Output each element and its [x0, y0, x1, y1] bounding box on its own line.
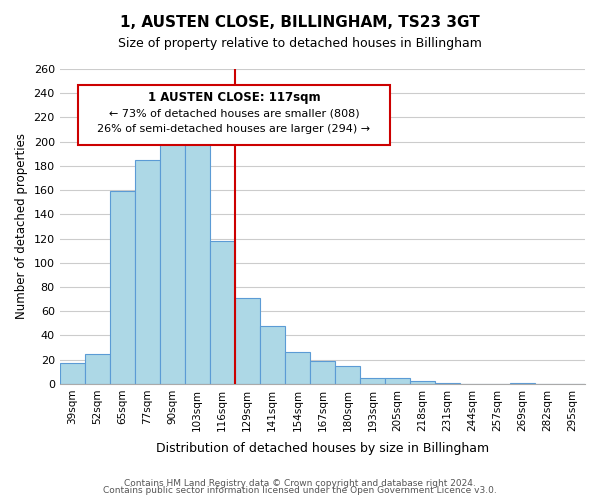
Bar: [335, 366, 360, 384]
Bar: [310, 361, 335, 384]
Text: 1, AUSTEN CLOSE, BILLINGHAM, TS23 3GT: 1, AUSTEN CLOSE, BILLINGHAM, TS23 3GT: [120, 15, 480, 30]
Text: 1 AUSTEN CLOSE: 117sqm: 1 AUSTEN CLOSE: 117sqm: [148, 92, 320, 104]
Bar: [285, 352, 310, 384]
Text: 26% of semi-detached houses are larger (294) →: 26% of semi-detached houses are larger (…: [97, 124, 371, 134]
Text: ← 73% of detached houses are smaller (808): ← 73% of detached houses are smaller (80…: [109, 108, 359, 118]
Bar: [110, 192, 135, 384]
Bar: [385, 378, 410, 384]
Bar: [210, 241, 235, 384]
Bar: [185, 124, 210, 384]
Bar: [435, 382, 460, 384]
Text: Contains HM Land Registry data © Crown copyright and database right 2024.: Contains HM Land Registry data © Crown c…: [124, 478, 476, 488]
Bar: [260, 326, 285, 384]
Text: Contains public sector information licensed under the Open Government Licence v3: Contains public sector information licen…: [103, 486, 497, 495]
Bar: [235, 298, 260, 384]
Y-axis label: Number of detached properties: Number of detached properties: [15, 134, 28, 320]
Bar: [510, 382, 535, 384]
Bar: [360, 378, 385, 384]
X-axis label: Distribution of detached houses by size in Billingham: Distribution of detached houses by size …: [156, 442, 489, 455]
Bar: [160, 130, 185, 384]
Bar: [59, 364, 85, 384]
Bar: [135, 160, 160, 384]
Text: Size of property relative to detached houses in Billingham: Size of property relative to detached ho…: [118, 38, 482, 51]
Bar: [85, 354, 110, 384]
Bar: [410, 382, 435, 384]
